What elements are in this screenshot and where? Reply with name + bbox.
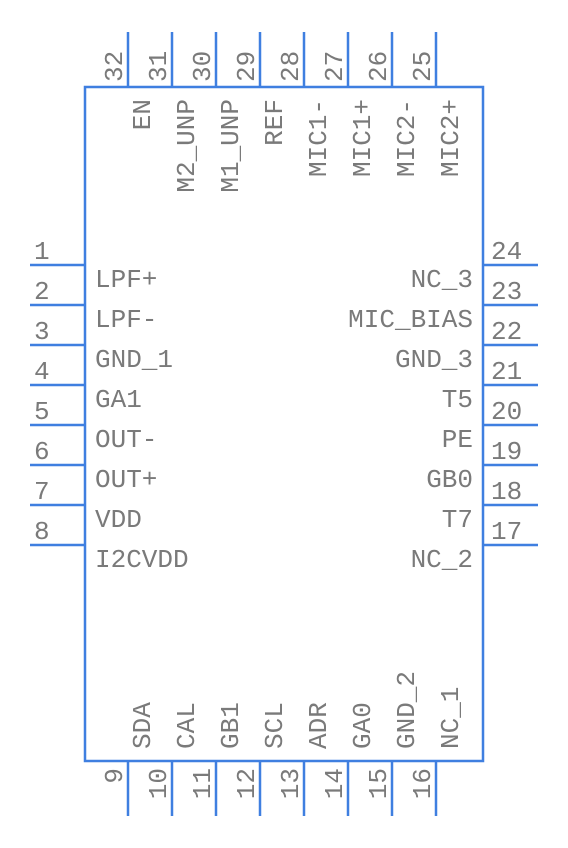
pin-number: 5 [34,397,50,427]
pin-number: 2 [34,277,50,307]
pin-label: GND_1 [95,345,173,375]
pin-number: 23 [491,277,522,307]
pin-label: NC_3 [411,265,473,295]
pin-number: 19 [491,437,522,467]
pin-number: 16 [408,768,438,799]
pin-number: 15 [364,768,394,799]
pin-label: MIC2- [392,99,422,177]
pin-number: 29 [232,51,262,82]
pin-label: PE [442,425,473,455]
pin-label: GND_2 [392,671,422,749]
pin-number: 32 [100,51,130,82]
pin-label: REF [260,99,290,146]
pin-label: NC_2 [411,545,473,575]
pin-number: 13 [276,768,306,799]
pin-number: 7 [34,477,50,507]
pin-number: 22 [491,317,522,347]
pin-label: M1_UNP [216,99,246,193]
pin-label: ADR [304,702,334,749]
pin-label: LPF+ [95,265,157,295]
pin-number: 3 [34,317,50,347]
pin-label: MIC1- [304,99,334,177]
pin-number: 26 [364,51,394,82]
pin-label: GND_3 [395,345,473,375]
pin-label: MIC_BIAS [348,305,473,335]
pin-label: OUT+ [95,465,157,495]
pin-number: 30 [188,51,218,82]
pin-number: 31 [144,51,174,82]
pin-label: MIC1+ [348,99,378,177]
pin-number: 17 [491,517,522,547]
pin-label: SDA [128,702,158,749]
pin-label: CAL [172,702,202,749]
pin-label: EN [128,99,158,130]
pin-number: 4 [34,357,50,387]
pin-label: NC_1 [436,687,466,749]
pin-label: SCL [260,702,290,749]
pin-number: 25 [408,51,438,82]
pin-label: GA0 [348,702,378,749]
pin-label: GB1 [216,702,246,749]
pin-label: OUT- [95,425,157,455]
pin-number: 27 [320,51,350,82]
pin-number: 21 [491,357,522,387]
pin-number: 28 [276,51,306,82]
pin-number: 9 [100,768,130,784]
pin-number: 10 [144,768,174,799]
pin-label: GB0 [426,465,473,495]
pin-label: VDD [95,505,142,535]
pin-label: M2_UNP [172,99,202,193]
pin-number: 14 [320,768,350,799]
pin-label: I2CVDD [95,545,189,575]
pin-label: T5 [442,385,473,415]
pin-label: LPF- [95,305,157,335]
pin-number: 6 [34,437,50,467]
pin-number: 11 [188,768,218,799]
pin-label: GA1 [95,385,142,415]
pin-number: 1 [34,237,50,267]
pin-number: 18 [491,477,522,507]
chip-pinout-diagram: 1 LPF+ 2 LPF- 3 GND_1 4 GA1 5 OUT- 6 OUT+ 7 VDD 8 I2CVD… [0,0,568,848]
pin-number: 12 [232,768,262,799]
pin-label: MIC2+ [436,99,466,177]
chip-body [85,87,483,761]
pin-number: 8 [34,517,50,547]
pin-number: 20 [491,397,522,427]
pin-label: T7 [442,505,473,535]
pin-number: 24 [491,237,522,267]
